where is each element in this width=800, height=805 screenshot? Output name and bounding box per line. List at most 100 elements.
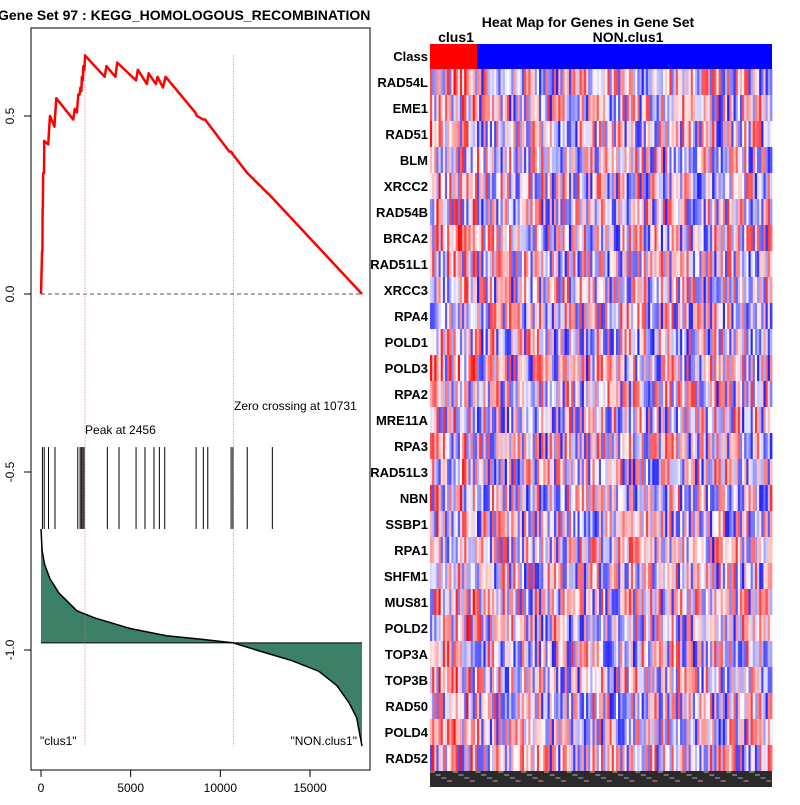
heatmap-cell: [746, 303, 749, 329]
heatmap-cell: [545, 225, 548, 251]
heatmap-cell: [596, 511, 600, 537]
heatmap-cell: [436, 355, 439, 381]
heatmap-cell: [515, 355, 519, 381]
heatmap-cell: [455, 277, 459, 303]
heatmap-cell: [526, 251, 529, 277]
heatmap-cell: [485, 563, 489, 589]
heatmap-cell: [677, 225, 681, 251]
heatmap-cell: [729, 537, 732, 563]
heatmap-cell: [474, 329, 478, 355]
corner-label-non-clus1: "NON.clus1": [290, 734, 357, 748]
heatmap-cell: [660, 407, 664, 433]
heatmap-cell: [767, 69, 771, 95]
heatmap-cell: [536, 693, 540, 719]
heatmap-cell: [513, 225, 516, 251]
heatmap-cell: [568, 615, 572, 641]
heatmap-cell: [607, 433, 610, 459]
heatmap-cell: [462, 511, 465, 537]
heatmap-cell: [707, 199, 711, 225]
heatmap-cell: [757, 121, 760, 147]
group-label-clus1: clus1: [438, 29, 474, 45]
heatmap-cell: [588, 641, 591, 667]
heatmap-cell: [551, 667, 555, 693]
heatmap-cell: [485, 381, 489, 407]
heatmap-cell: [472, 173, 476, 199]
heatmap-cell: [466, 693, 469, 719]
heatmap-cell: [620, 667, 623, 693]
heatmap-cell: [701, 667, 704, 693]
heatmap-cell: [739, 641, 743, 667]
heatmap-cell: [489, 381, 493, 407]
heatmap-cell: [707, 303, 711, 329]
heatmap-cell: [748, 693, 752, 719]
heatmap-cell: [769, 563, 773, 589]
heatmap-cell: [690, 303, 694, 329]
heatmap-cell: [509, 433, 512, 459]
heatmap-cell: [607, 537, 610, 563]
heatmap-cell: [581, 147, 585, 173]
heatmap-cell: [483, 95, 486, 121]
heatmap-cell: [539, 693, 542, 719]
heatmap-cell: [451, 121, 454, 147]
heatmap-cell: [432, 147, 435, 173]
heatmap-cell: [641, 537, 645, 563]
heatmap-cell: [498, 511, 501, 537]
heatmap-cell: [699, 693, 702, 719]
heatmap-cell: [673, 589, 677, 615]
heatmap-cell: [733, 381, 737, 407]
heatmap-cell: [750, 199, 754, 225]
heatmap-cell: [759, 173, 762, 199]
heatmap-cell: [504, 693, 508, 719]
heatmap-cell: [622, 641, 625, 667]
heatmap-cell: [618, 251, 621, 277]
heatmap-cell: [509, 329, 512, 355]
heatmap-cell: [579, 667, 583, 693]
heatmap-cell: [586, 69, 589, 95]
heatmap-cell: [669, 329, 672, 355]
heatmap-cell: [549, 225, 553, 251]
heatmap-cell: [675, 641, 679, 667]
heatmap-cell: [534, 459, 538, 485]
heatmap-cell: [532, 511, 536, 537]
heatmap-cell: [690, 433, 694, 459]
heatmap-cell: [707, 667, 711, 693]
heatmap-cell: [506, 511, 510, 537]
heatmap-cell: [720, 355, 724, 381]
heatmap-cell: [603, 615, 606, 641]
heatmap-cell: [701, 563, 704, 589]
heatmap-cell: [494, 251, 497, 277]
heatmap-cell: [692, 511, 696, 537]
heatmap-cell: [720, 251, 724, 277]
heatmap-cell: [434, 329, 437, 355]
heatmap-cell: [588, 589, 591, 615]
heatmap-cell: [671, 615, 675, 641]
heatmap-cell: [652, 121, 655, 147]
heatmap-cell: [754, 95, 758, 121]
heatmap-cell: [481, 277, 484, 303]
heatmap-cell: [654, 459, 657, 485]
heatmap-cell: [451, 251, 454, 277]
heatmap-cell: [765, 459, 769, 485]
heatmap-cell: [699, 147, 702, 173]
heatmap-cell: [596, 251, 600, 277]
heatmap-cell: [626, 329, 630, 355]
heatmap-cell: [474, 277, 478, 303]
heatmap-cell: [468, 641, 472, 667]
heatmap-cell: [491, 433, 495, 459]
heatmap-cell: [453, 511, 457, 537]
heatmap-cell: [553, 511, 557, 537]
heatmap-cell: [524, 615, 527, 641]
heatmap-cell: [650, 433, 653, 459]
heatmap-cell: [500, 407, 504, 433]
heatmap-cell: [472, 641, 476, 667]
heatmap-cell: [479, 641, 482, 667]
heatmap-cell: [716, 277, 719, 303]
heatmap-cell: [650, 485, 653, 511]
heatmap-cell: [528, 641, 531, 667]
heatmap-cell: [455, 459, 459, 485]
heatmap-cell: [521, 277, 525, 303]
heatmap-cell: [697, 407, 700, 433]
heatmap-cell: [712, 147, 715, 173]
heatmap-cell: [474, 173, 478, 199]
heatmap-cell: [686, 251, 690, 277]
